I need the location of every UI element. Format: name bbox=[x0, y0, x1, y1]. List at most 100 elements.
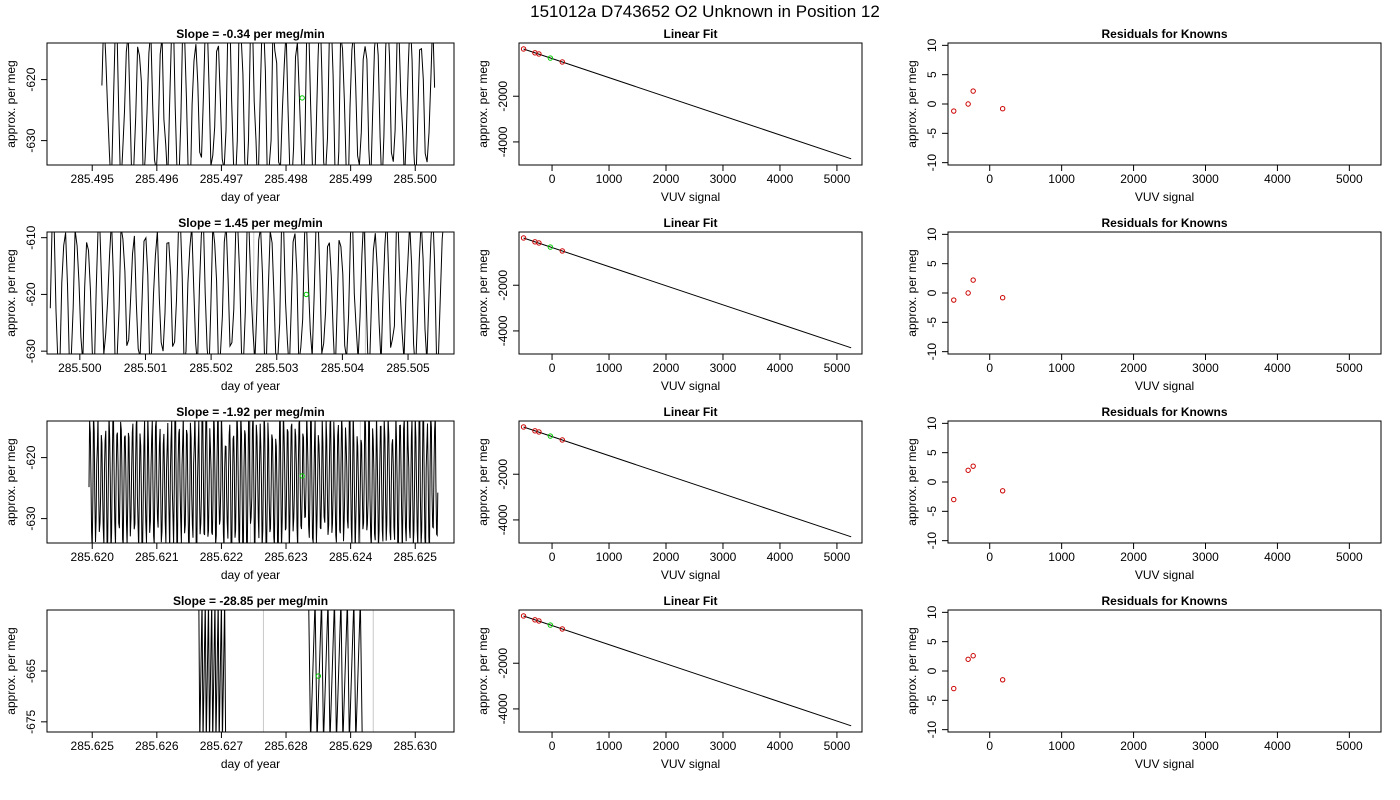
known-point bbox=[536, 240, 542, 246]
x-axis-label: VUV signal bbox=[661, 190, 720, 204]
y-axis-label: approx. per meg bbox=[4, 249, 18, 336]
known-point bbox=[536, 429, 542, 435]
plot-frame bbox=[518, 231, 863, 355]
residual-point bbox=[970, 463, 976, 469]
y-tick-label: 5 bbox=[925, 449, 939, 456]
x-tick-label: 285.620 bbox=[71, 550, 115, 564]
x-tick-label: 3000 bbox=[1192, 361, 1219, 375]
y-tick-label: -10 bbox=[925, 721, 939, 739]
x-tick-label: 5000 bbox=[824, 361, 851, 375]
y-tick-label: -10 bbox=[925, 343, 939, 361]
y-tick-label: 0 bbox=[925, 667, 939, 674]
residual-point bbox=[999, 677, 1006, 683]
panel-title: Residuals for Knowns bbox=[1101, 405, 1227, 419]
y-axis-label: approx. per meg bbox=[4, 627, 18, 714]
y-tick-label: -10 bbox=[925, 532, 939, 550]
y-tick-label: -2000 bbox=[496, 270, 510, 301]
y-tick-label: 5 bbox=[925, 260, 939, 267]
x-tick-label: 285.504 bbox=[321, 361, 365, 375]
x-tick-label: 285.625 bbox=[394, 550, 438, 564]
residuals-panel: Residuals for Knowns 0 1000 2000 3000 4000 500… bbox=[905, 27, 1382, 204]
plot-frame bbox=[46, 609, 455, 733]
y-axis-label: approx. per meg bbox=[476, 438, 490, 525]
x-tick-label: 2000 bbox=[653, 172, 680, 186]
x-tick-label: 285.502 bbox=[189, 361, 233, 375]
x-tick-label: 4000 bbox=[767, 550, 794, 564]
residual-point bbox=[970, 653, 976, 659]
linear-fit-panel: Linear Fit 0 1000 2000 3000 4000 5000 VUV signa… bbox=[476, 594, 863, 771]
timeseries-panel: Slope = 1.45 per meg/min 285.500 285.501 28… bbox=[4, 216, 455, 393]
x-tick-label: 285.500 bbox=[58, 361, 102, 375]
x-tick-label: 285.627 bbox=[200, 739, 244, 753]
x-tick-label: 285.503 bbox=[255, 361, 299, 375]
x-tick-label: 0 bbox=[986, 172, 993, 186]
fit-line bbox=[523, 237, 852, 349]
x-tick-label: 4000 bbox=[1264, 172, 1291, 186]
plot-frame bbox=[947, 42, 1382, 166]
y-tick-label: -4000 bbox=[496, 504, 510, 535]
unknown-point bbox=[299, 95, 305, 101]
y-tick-label: 0 bbox=[925, 478, 939, 485]
x-tick-label: 285.625 bbox=[71, 739, 115, 753]
x-tick-label: 3000 bbox=[710, 172, 737, 186]
residual-point bbox=[951, 108, 957, 114]
x-tick-label: 3000 bbox=[1192, 172, 1219, 186]
x-tick-label: 1000 bbox=[1048, 739, 1075, 753]
x-axis-label: VUV signal bbox=[661, 757, 720, 771]
fit-line bbox=[523, 615, 852, 727]
known-point bbox=[559, 437, 566, 443]
unknown-point bbox=[303, 291, 309, 298]
timeseries-panel: Slope = -1.92 per meg/min 285.620 285.621 2… bbox=[4, 405, 455, 582]
x-axis-label: VUV signal bbox=[661, 379, 720, 393]
y-tick-label: -620 bbox=[24, 282, 38, 306]
y-axis-label: approx. per meg bbox=[905, 627, 919, 714]
known-point bbox=[520, 46, 527, 52]
known-point bbox=[520, 424, 527, 430]
x-tick-label: 1000 bbox=[596, 172, 623, 186]
x-tick-label: 2000 bbox=[653, 361, 680, 375]
series-line bbox=[308, 610, 363, 732]
x-tick-label: 2000 bbox=[653, 550, 680, 564]
y-tick-label: 5 bbox=[925, 71, 939, 78]
panel-title: Slope = -28.85 per meg/min bbox=[173, 594, 328, 608]
linear-fit-panel: Linear Fit 0 1000 2000 3000 4000 5000 VUV signa… bbox=[476, 27, 863, 204]
residual-point bbox=[965, 101, 971, 107]
x-tick-label: 4000 bbox=[1264, 739, 1291, 753]
x-tick-label: 285.629 bbox=[329, 739, 373, 753]
y-tick-label: -620 bbox=[24, 445, 38, 469]
x-tick-label: 0 bbox=[986, 550, 993, 564]
known-point bbox=[536, 51, 542, 57]
y-tick-label: -2000 bbox=[496, 81, 510, 112]
residual-point bbox=[951, 496, 957, 503]
x-tick-label: 1000 bbox=[1048, 172, 1075, 186]
x-tick-label: 3000 bbox=[1192, 739, 1219, 753]
y-tick-label: -4000 bbox=[496, 315, 510, 346]
x-tick-label: 285.624 bbox=[329, 550, 373, 564]
x-tick-label: 285.626 bbox=[135, 739, 179, 753]
x-tick-label: 1000 bbox=[596, 361, 623, 375]
y-tick-label: -4000 bbox=[496, 126, 510, 157]
x-tick-label: 285.499 bbox=[329, 172, 373, 186]
plot-frame bbox=[947, 420, 1382, 544]
fit-line bbox=[523, 48, 852, 160]
y-tick-label: -10 bbox=[925, 154, 939, 172]
known-point bbox=[559, 248, 566, 254]
plot-frame bbox=[518, 42, 863, 166]
y-axis-label: approx. per meg bbox=[905, 60, 919, 147]
x-axis-label: day of year bbox=[221, 757, 280, 771]
y-tick-label: -4000 bbox=[496, 693, 510, 724]
residuals-panel: Residuals for Knowns 0 1000 2000 3000 4000 500… bbox=[905, 216, 1382, 393]
x-tick-label: 0 bbox=[549, 739, 556, 753]
x-tick-label: 3000 bbox=[1192, 550, 1219, 564]
x-tick-label: 2000 bbox=[1120, 550, 1147, 564]
x-tick-label: 0 bbox=[549, 361, 556, 375]
x-tick-label: 285.501 bbox=[124, 361, 168, 375]
plot-frame bbox=[947, 231, 1382, 355]
x-axis-label: VUV signal bbox=[1135, 757, 1194, 771]
plot-frame bbox=[46, 42, 455, 166]
y-tick-label: 10 bbox=[925, 227, 939, 241]
residuals-panel: Residuals for Knowns 0 1000 2000 3000 4000 500… bbox=[905, 405, 1382, 582]
known-point bbox=[559, 626, 566, 632]
y-axis-label: approx. per meg bbox=[4, 438, 18, 525]
